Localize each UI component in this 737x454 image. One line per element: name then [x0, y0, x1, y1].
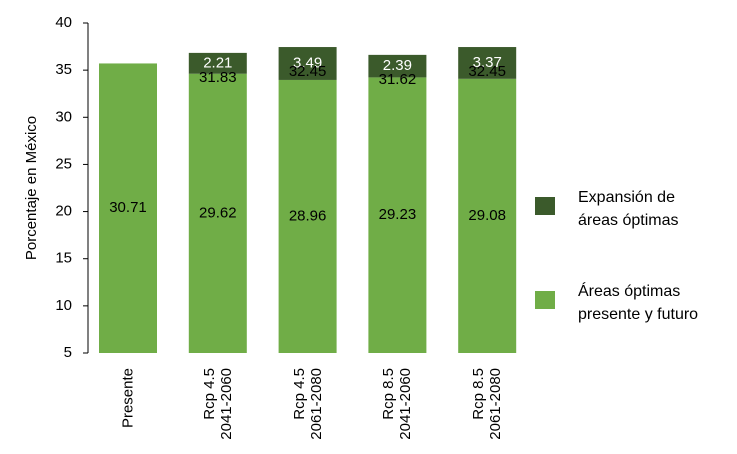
bar-segment	[188, 73, 247, 354]
y-tick-label: 40	[55, 14, 72, 31]
total-label: 31.62	[379, 71, 417, 88]
data-label: 29.08	[468, 207, 506, 224]
total-label: 31.83	[199, 69, 237, 86]
y-tick-label: 20	[55, 203, 72, 220]
x-tick-label: Rcp 8.5 2041-2060	[380, 368, 415, 440]
legend-label: Áreas óptimas presente y futuro	[578, 283, 699, 323]
y-tick-label: 25	[55, 155, 72, 172]
data-label: 3.49	[293, 54, 322, 71]
data-label: 29.62	[199, 204, 237, 221]
bar-segment	[458, 47, 517, 79]
data-label: 3.37	[473, 54, 502, 71]
bar-segment	[368, 77, 427, 353]
bar-segment	[99, 63, 157, 353]
x-tick-label: Rcp 8.5 2061-2080	[470, 368, 505, 440]
bar-segment	[458, 78, 517, 354]
y-tick-label: 15	[55, 250, 72, 267]
data-label: 2.21	[203, 54, 232, 71]
bar-segment	[278, 79, 337, 353]
data-label: 28.96	[289, 207, 327, 224]
bar-segment	[368, 54, 427, 78]
y-axis-label: Porcentaje en México	[23, 116, 40, 260]
data-label: 30.71	[109, 199, 147, 216]
y-tick-label: 30	[55, 108, 72, 125]
data-label: 29.23	[379, 206, 417, 223]
legend-label: Expansión de áreas óptimas	[578, 189, 679, 229]
total-label: 32.45	[468, 63, 506, 80]
y-tick-label: 35	[55, 61, 72, 78]
y-tick-label: 5	[64, 344, 72, 361]
total-label: 32.45	[289, 63, 327, 80]
y-tick-label: 10	[55, 297, 72, 314]
x-tick-label: Rcp 4.5 2041-2060	[200, 368, 235, 440]
data-label: 2.39	[383, 57, 412, 74]
legend-swatch	[535, 291, 555, 309]
x-tick-label: Rcp 4.5 2061-2080	[290, 368, 325, 440]
bar-segment	[188, 52, 247, 74]
legend-swatch	[535, 197, 555, 215]
x-tick-label: Presente	[119, 368, 137, 429]
bar-segment	[278, 47, 337, 80]
